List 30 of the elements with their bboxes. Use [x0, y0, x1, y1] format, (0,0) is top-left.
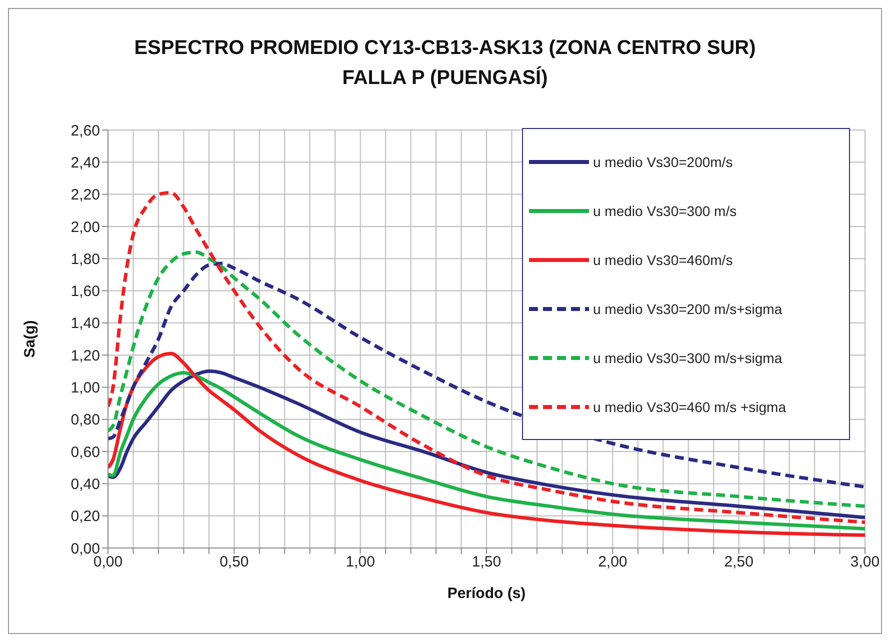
- legend-label: u medio Vs30=460m/s: [593, 252, 733, 268]
- x-tick-label: 2,50: [724, 554, 754, 571]
- chart-subtitle: FALLA P (PUENGASÍ): [341, 65, 549, 91]
- y-tick-label: 1,60: [70, 283, 100, 300]
- y-axis-title: Sa(g): [21, 320, 38, 358]
- y-tick-label: 0,40: [70, 476, 100, 494]
- legend-label: u medio Vs30=300 m/s+sigma: [593, 350, 782, 366]
- x-tick-label: 0,50: [220, 554, 249, 571]
- y-tick-label: 2,20: [70, 186, 100, 204]
- y-tick-label: 1,00: [70, 380, 100, 397]
- y-tick-label: 1,80: [70, 250, 100, 268]
- y-tick-label: 0,80: [70, 412, 100, 429]
- y-tick-label: 2,00: [70, 218, 100, 236]
- x-tick-label: 1,50: [472, 554, 502, 571]
- x-tick-label: 1,00: [346, 554, 375, 571]
- y-tick-label: 2,60: [70, 122, 100, 140]
- legend-label: u medio Vs30=200m/s: [593, 154, 733, 170]
- legend-label: u medio Vs30=300 m/s: [593, 202, 737, 218]
- chart-title: ESPECTRO PROMEDIO CY13-CB13-ASK13 (ZONA CENTRO SUR): [133, 36, 757, 61]
- x-tick-label: 2,00: [598, 554, 628, 571]
- y-tick-label: 0,60: [70, 444, 100, 461]
- y-tick-label: 1,40: [70, 315, 100, 332]
- x-axis-title: Período (s): [447, 585, 526, 602]
- legend-label: u medio Vs30=200 m/s+sigma: [593, 300, 782, 316]
- y-tick-label: 0,20: [70, 508, 100, 526]
- line-series: [108, 190, 865, 524]
- y-tick-label: 1,20: [70, 347, 100, 364]
- x-tick-label: 3,00: [850, 554, 880, 571]
- legend-label: u medio Vs30=460 m/s +sigma: [593, 398, 786, 414]
- y-tick-label: 2,40: [70, 154, 100, 172]
